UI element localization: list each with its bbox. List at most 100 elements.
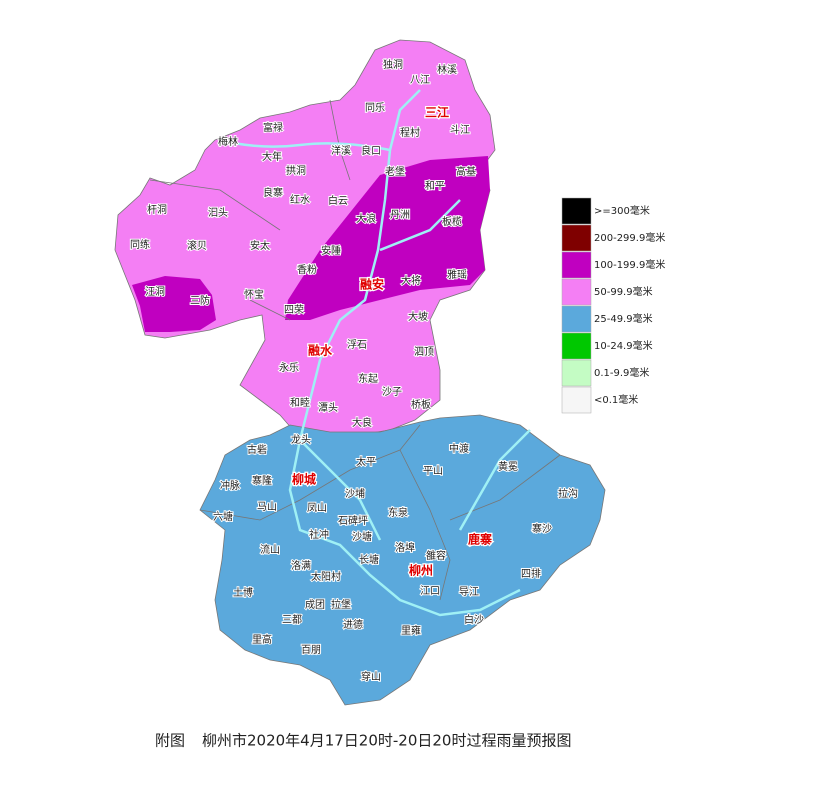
town-label: 林溪 xyxy=(437,63,457,76)
town-label: 凤山 xyxy=(307,502,327,514)
town-label: 独洞 xyxy=(383,58,403,71)
county-label: 柳州 xyxy=(409,563,433,578)
caption-title: 柳州市2020年4月17日20时-20日20时过程雨量预报图 xyxy=(202,732,571,750)
town-label: 古砦 xyxy=(247,443,267,456)
town-label: 洛满 xyxy=(291,559,311,572)
town-label: 潭头 xyxy=(318,402,338,414)
town-label: 大坡 xyxy=(408,310,428,323)
town-label: 和睦 xyxy=(290,396,310,409)
rain-zone-50-99 xyxy=(114,39,496,439)
legend-swatch xyxy=(561,224,592,252)
town-label: 四排 xyxy=(521,567,541,580)
rain-zone-25-49 xyxy=(199,414,606,706)
town-label: 桥板 xyxy=(411,398,431,411)
town-label: 六塘 xyxy=(213,510,233,523)
town-label: 和平 xyxy=(425,180,445,192)
town-label: 太阳村 xyxy=(311,570,341,583)
town-label: 大年 xyxy=(262,150,282,163)
town-label: 流山 xyxy=(260,543,280,556)
legend-swatch xyxy=(561,305,592,333)
town-label: 浮石 xyxy=(347,339,367,351)
town-label: 大将 xyxy=(401,274,421,287)
town-label: 大良 xyxy=(352,416,372,429)
town-label: 四荣 xyxy=(284,304,304,316)
town-label: 社冲 xyxy=(309,528,329,541)
town-label: 江口 xyxy=(420,585,440,597)
town-label: 成团 xyxy=(305,599,325,611)
town-label: 安太 xyxy=(250,239,270,252)
town-label: 滚贝 xyxy=(187,239,207,252)
town-label: 拉堡 xyxy=(331,598,351,611)
town-label: 东起 xyxy=(358,372,378,385)
caption-prefix: 附图 xyxy=(155,732,185,750)
town-label: 白沙 xyxy=(464,613,484,626)
county-border xyxy=(149,99,561,601)
town-label: 三防 xyxy=(190,294,210,307)
town-label: 香粉 xyxy=(297,263,317,276)
town-label: 斗江 xyxy=(450,124,470,136)
town-label: 永乐 xyxy=(279,361,299,374)
town-label: 冲脉 xyxy=(220,479,240,492)
river xyxy=(219,89,531,617)
legend-label: 10-24.9毫米 xyxy=(594,339,653,352)
town-label: 龙头 xyxy=(291,433,311,446)
legend-label: >=300毫米 xyxy=(594,204,650,217)
legend-swatch xyxy=(561,359,592,387)
legend-label: <0.1毫米 xyxy=(594,393,638,406)
legend-label: 25-49.9毫米 xyxy=(594,312,653,325)
town-label: 雅瑶 xyxy=(447,268,467,281)
town-label: 同练 xyxy=(130,238,150,251)
town-label: 三都 xyxy=(282,614,302,626)
town-label: 安陲 xyxy=(321,244,341,257)
town-label: 板榄 xyxy=(442,215,462,228)
town-label: 寨沙 xyxy=(532,522,552,535)
town-label: 拱洞 xyxy=(286,164,306,177)
town-label: 百朋 xyxy=(301,644,321,656)
town-label: 杆洞 xyxy=(147,204,167,216)
town-label: 洋溪 xyxy=(331,144,351,157)
town-label: 里雍 xyxy=(401,624,421,637)
town-label: 土博 xyxy=(233,586,253,599)
town-label: 富禄 xyxy=(263,121,283,134)
town-label: 八江 xyxy=(410,74,430,86)
town-label: 沙子 xyxy=(382,386,402,398)
town-label: 良口 xyxy=(361,144,381,157)
town-label: 拉沟 xyxy=(558,487,578,500)
town-label: 洛埠 xyxy=(395,541,415,554)
town-label: 丹洲 xyxy=(390,209,410,221)
town-label: 大浪 xyxy=(356,212,376,225)
town-label: 怀宝 xyxy=(244,288,264,301)
rain-zone-100-199 xyxy=(285,156,490,320)
legend-swatch xyxy=(561,386,592,414)
legend-swatch xyxy=(561,278,592,306)
legend-swatch xyxy=(561,197,592,225)
town-label: 寨隆 xyxy=(252,474,272,487)
legend-swatch xyxy=(561,332,592,360)
county-label: 融水 xyxy=(308,343,333,358)
town-label: 黄冕 xyxy=(498,460,518,473)
town-label: 石碑坪 xyxy=(338,514,368,527)
town-label: 导江 xyxy=(459,586,479,598)
county-label: 融安 xyxy=(360,277,384,292)
town-label: 程村 xyxy=(400,126,420,139)
town-label: 中渡 xyxy=(449,442,469,455)
legend-swatch xyxy=(561,251,592,279)
town-label: 高基 xyxy=(456,165,476,178)
town-label: 泗顶 xyxy=(414,346,434,358)
town-label: 长塘 xyxy=(359,553,379,566)
town-label: 汩头 xyxy=(208,206,228,219)
town-label: 里高 xyxy=(252,633,272,646)
town-label: 汪洞 xyxy=(145,286,165,298)
town-label: 雒容 xyxy=(426,549,446,562)
town-label: 进德 xyxy=(343,618,363,631)
town-label: 太平 xyxy=(356,455,376,468)
rain-zone-100-199 xyxy=(132,276,216,332)
town-label: 平山 xyxy=(423,465,443,477)
legend-label: 0.1-9.9毫米 xyxy=(594,366,649,379)
town-label: 白云 xyxy=(328,194,348,207)
county-label: 柳城 xyxy=(292,472,316,487)
town-label: 马山 xyxy=(257,501,277,513)
town-label: 沙埔 xyxy=(345,487,365,500)
town-label: 沙塘 xyxy=(352,530,372,543)
